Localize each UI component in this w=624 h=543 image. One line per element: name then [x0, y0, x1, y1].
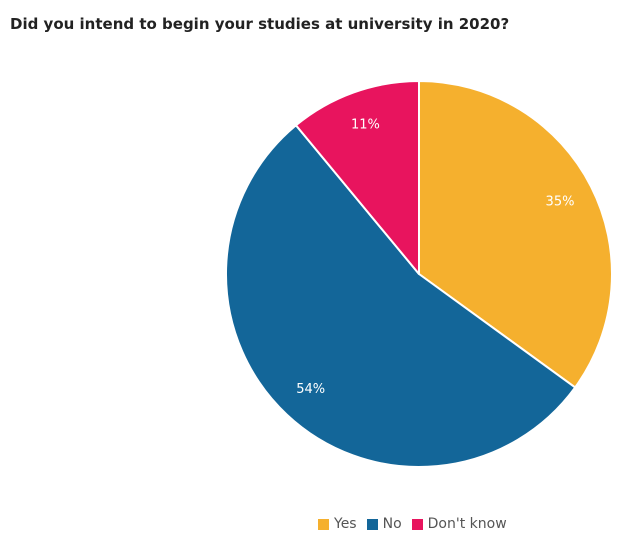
data-label-don-t-know: 11% — [351, 118, 380, 133]
pie-slice-no — [225, 124, 577, 468]
legend-item-dont-know: Don't know — [411, 516, 507, 532]
legend: Yes No Don't know — [318, 516, 517, 532]
legend-swatch-no — [366, 518, 378, 530]
legend-label-yes: Yes — [334, 516, 357, 532]
data-label-yes: 35% — [546, 195, 575, 210]
legend-label-dont-know: Don't know — [427, 516, 507, 532]
legend-swatch-yes — [318, 518, 329, 530]
legend-item-yes: Yes — [318, 516, 357, 532]
pie-slice-yes — [418, 80, 613, 389]
chart-title: Did you intend to begin your studies at … — [10, 15, 510, 33]
data-label-no: 54% — [296, 382, 325, 397]
legend-swatch-dont-know — [411, 518, 423, 530]
pie-slice-don-t-know — [294, 80, 420, 275]
pie-chart: 35% 54% 11% — [225, 80, 613, 468]
legend-label-no: No — [382, 516, 402, 532]
legend-item-no: No — [366, 516, 402, 532]
